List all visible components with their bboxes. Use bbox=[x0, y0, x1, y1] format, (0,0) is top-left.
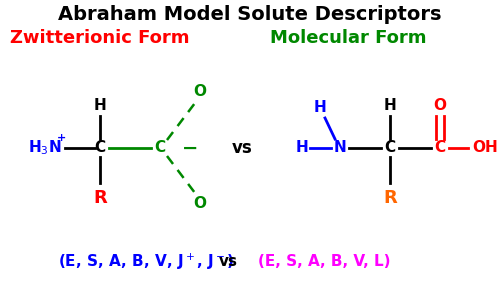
Text: R: R bbox=[93, 189, 107, 207]
Text: (E, S, A, B, V, J$^+$, J$^-$): (E, S, A, B, V, J$^+$, J$^-$) bbox=[58, 252, 234, 272]
Text: vs: vs bbox=[218, 255, 238, 269]
Text: O: O bbox=[194, 85, 206, 99]
Text: C: C bbox=[94, 140, 106, 155]
Text: (E, S, A, B, V, L): (E, S, A, B, V, L) bbox=[258, 255, 390, 269]
Text: Molecular Form: Molecular Form bbox=[270, 29, 426, 47]
Text: C: C bbox=[154, 140, 166, 155]
Text: vs: vs bbox=[232, 139, 252, 157]
Text: Zwitterionic Form: Zwitterionic Form bbox=[10, 29, 190, 47]
Text: −: − bbox=[182, 139, 198, 157]
Text: H: H bbox=[94, 99, 106, 114]
Text: H$_3$N: H$_3$N bbox=[28, 139, 62, 157]
Text: R: R bbox=[383, 189, 397, 207]
Text: N: N bbox=[334, 140, 346, 155]
Text: +: + bbox=[58, 133, 66, 143]
Text: OH: OH bbox=[472, 140, 498, 155]
Text: H: H bbox=[296, 140, 308, 155]
Text: H: H bbox=[314, 101, 326, 115]
Text: C: C bbox=[434, 140, 446, 155]
Text: O: O bbox=[434, 99, 446, 114]
Text: C: C bbox=[384, 140, 396, 155]
Text: H: H bbox=[384, 99, 396, 114]
Text: Abraham Model Solute Descriptors: Abraham Model Solute Descriptors bbox=[58, 4, 442, 24]
Text: O: O bbox=[194, 196, 206, 212]
